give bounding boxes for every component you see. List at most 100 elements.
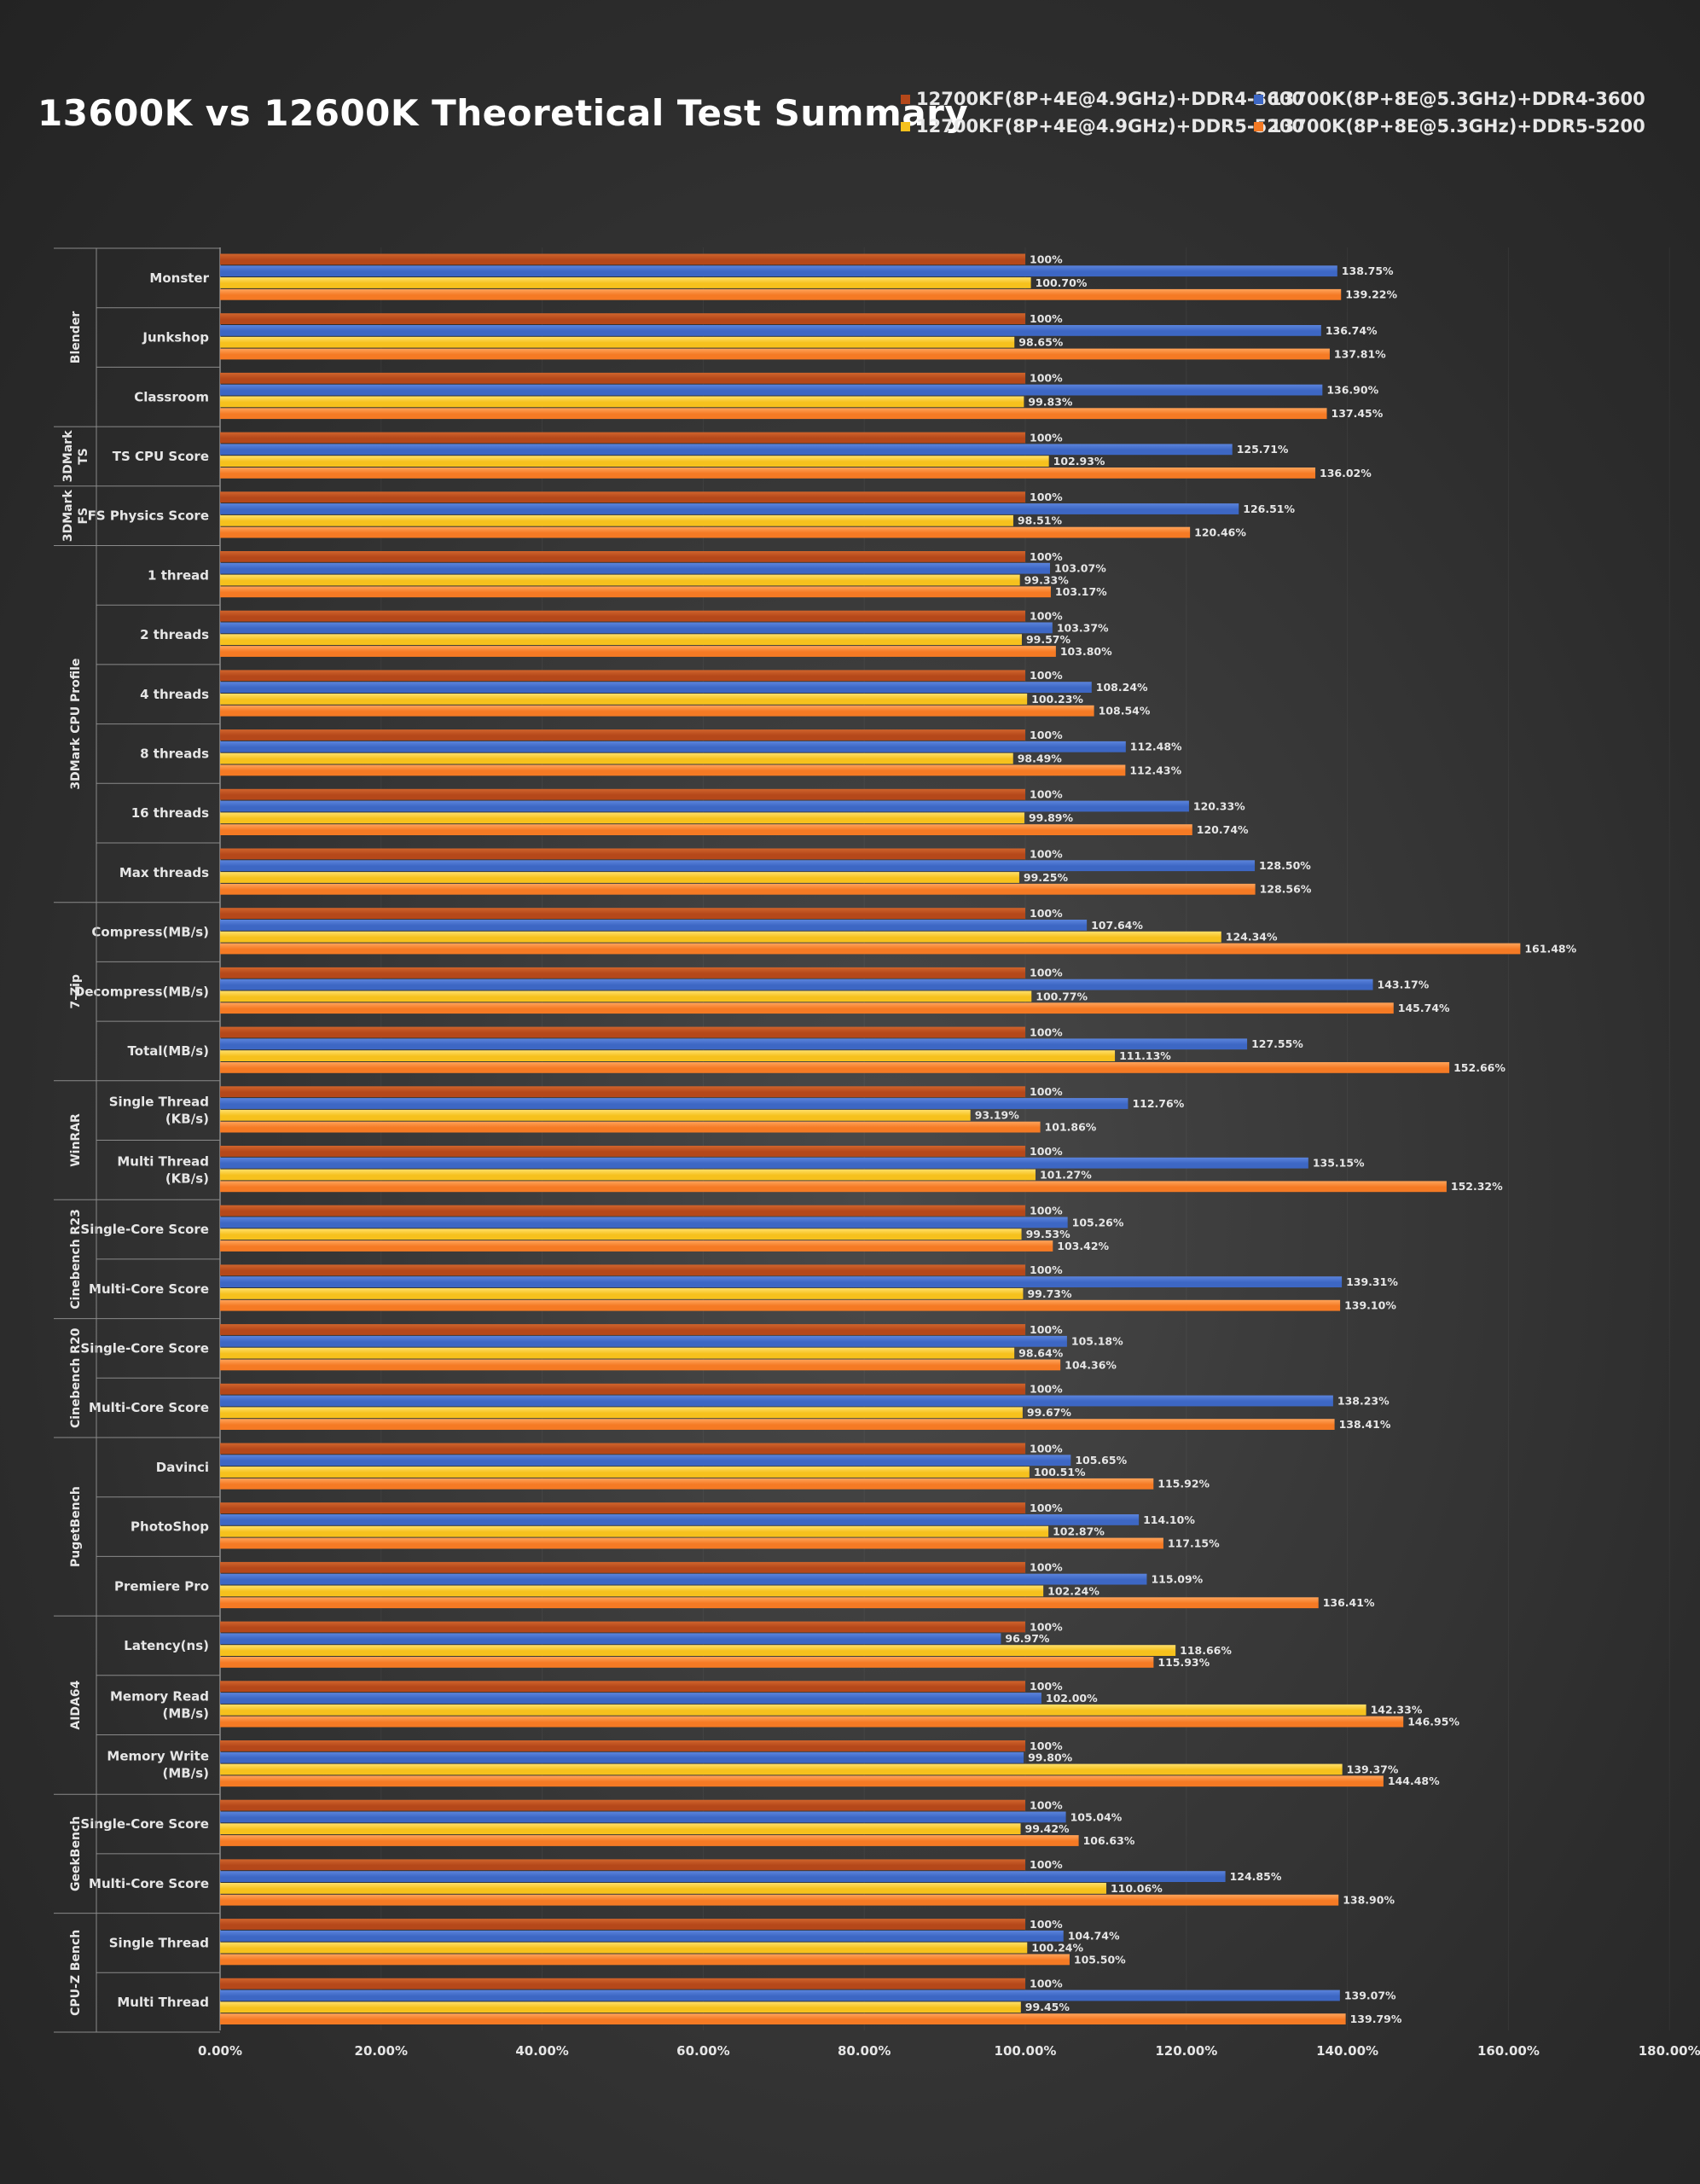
group-label: AIDA64: [69, 1680, 83, 1729]
data-label: 99.80%: [1028, 1751, 1073, 1764]
bar-series-3: [220, 646, 1056, 657]
bar-series-0: [220, 1561, 1025, 1573]
bar-series-2: [220, 1823, 1021, 1835]
bar-series-2: [220, 1407, 1023, 1419]
bar-series-3: [220, 1716, 1404, 1728]
data-label: 100%: [1030, 788, 1063, 801]
data-label: 100%: [1030, 1145, 1063, 1158]
bar-series-0: [220, 1086, 1025, 1098]
bar-series-3: [220, 1359, 1061, 1371]
bar-series-0: [220, 1324, 1025, 1335]
legend-item-2: 12700KF(8P+4E@4.9GHz)+DDR5-5200: [901, 116, 1304, 136]
data-label: 152.66%: [1453, 1061, 1506, 1074]
data-label: 99.83%: [1028, 395, 1073, 408]
bar-series-1: [220, 860, 1256, 872]
bar-series-2: [220, 1763, 1343, 1775]
category-label: Multi Thread: [117, 1153, 209, 1169]
x-tick-label: 120.00%: [1155, 2043, 1217, 2059]
bar-series-2: [220, 1585, 1044, 1597]
bar-series-3: [220, 943, 1521, 955]
data-label: 112.76%: [1132, 1097, 1184, 1110]
bar-series-1: [220, 1811, 1066, 1823]
bar-series-0: [220, 1681, 1025, 1693]
legend-label-3: 13700K(8P+8E@5.3GHz)+DDR5-5200: [1269, 116, 1645, 136]
bar-series-2: [220, 1169, 1036, 1181]
data-label: 139.22%: [1345, 288, 1397, 301]
bar-series-2: [220, 990, 1032, 1002]
data-label: 138.90%: [1343, 1894, 1395, 1907]
data-label: 127.55%: [1251, 1037, 1303, 1050]
bar-series-0: [220, 1502, 1025, 1513]
data-label: 105.50%: [1074, 1953, 1126, 1966]
data-label: 138.23%: [1337, 1394, 1390, 1407]
data-label: 112.43%: [1129, 764, 1181, 776]
bar-series-1: [220, 1455, 1071, 1467]
data-label: 139.79%: [1350, 2013, 1402, 2025]
bar-series-1: [220, 444, 1233, 456]
data-label: 96.97%: [1005, 1632, 1050, 1645]
bar-series-0: [220, 1859, 1025, 1871]
bar-series-0: [220, 729, 1025, 741]
data-label: 136.74%: [1326, 324, 1378, 337]
category-label: (KB/s): [165, 1170, 209, 1186]
data-label: 124.34%: [1226, 931, 1278, 944]
data-label: 100%: [1030, 1383, 1063, 1396]
data-label: 100%: [1030, 847, 1063, 860]
bar-series-0: [220, 1621, 1025, 1633]
data-label: 102.87%: [1053, 1525, 1105, 1538]
category-label: Single Thread: [109, 1095, 209, 1110]
bar-series-3: [220, 408, 1327, 420]
bar-series-2: [220, 1050, 1116, 1061]
data-label: 100.51%: [1034, 1466, 1086, 1478]
category-label: 8 threads: [140, 746, 209, 761]
group-label: TS: [77, 448, 90, 465]
data-label: 100%: [1030, 1205, 1063, 1217]
bar-series-2: [220, 931, 1221, 943]
bar-series-3: [220, 1894, 1339, 1906]
data-label: 100%: [1030, 372, 1063, 385]
chart-title: 13600K vs 12600K Theoretical Test Summar…: [38, 92, 969, 134]
category-label: Single Thread: [109, 1935, 209, 1950]
category-label: Single-Core Score: [80, 1816, 209, 1832]
bar-series-1: [220, 1217, 1068, 1228]
data-label: 112.48%: [1130, 741, 1182, 753]
data-label: 99.42%: [1025, 1822, 1070, 1835]
bar-series-0: [220, 908, 1025, 919]
bar-series-1: [220, 265, 1337, 277]
data-label: 103.80%: [1060, 645, 1112, 658]
bar-series-1: [220, 1693, 1041, 1704]
data-label: 102.24%: [1047, 1584, 1099, 1597]
legend-item-1: 13700K(8P+8E@5.3GHz)+DDR4-3600: [1254, 89, 1645, 109]
bar-series-0: [220, 1443, 1025, 1455]
x-tick-label: 80.00%: [838, 2043, 891, 2059]
bar-series-3: [220, 2013, 1346, 2024]
legend-item-3: 13700K(8P+8E@5.3GHz)+DDR5-5200: [1254, 116, 1645, 136]
group-label: Cinebench R20: [69, 1327, 83, 1428]
category-label: Max threads: [119, 865, 209, 880]
data-label: 102.93%: [1053, 455, 1105, 468]
data-label: 120.74%: [1197, 823, 1249, 836]
data-label: 139.31%: [1346, 1275, 1398, 1288]
category-label: Latency(ns): [124, 1638, 209, 1653]
data-label: 103.17%: [1055, 585, 1107, 598]
bar-series-3: [220, 1299, 1341, 1311]
bar-series-1: [220, 325, 1321, 336]
bar-series-2: [220, 1942, 1028, 1954]
data-label: 103.37%: [1057, 621, 1109, 634]
legend-swatch-3: [1254, 121, 1263, 131]
category-label: Decompress(MB/s): [74, 984, 209, 999]
bar-series-2: [220, 752, 1013, 764]
bar-series-2: [220, 1645, 1176, 1656]
bar-series-1: [220, 1514, 1140, 1525]
data-label: 108.54%: [1099, 705, 1151, 717]
bar-series-2: [220, 1347, 1015, 1359]
data-label: 138.41%: [1339, 1418, 1391, 1431]
data-label: 126.51%: [1243, 502, 1295, 515]
bar-series-1: [220, 1276, 1343, 1287]
bar-series-0: [220, 1383, 1025, 1395]
bar-series-2: [220, 1883, 1106, 1894]
bar-series-2: [220, 1288, 1024, 1299]
data-label: 145.74%: [1398, 1002, 1450, 1014]
group-label: FS: [77, 508, 90, 525]
data-label: 98.51%: [1018, 514, 1063, 527]
